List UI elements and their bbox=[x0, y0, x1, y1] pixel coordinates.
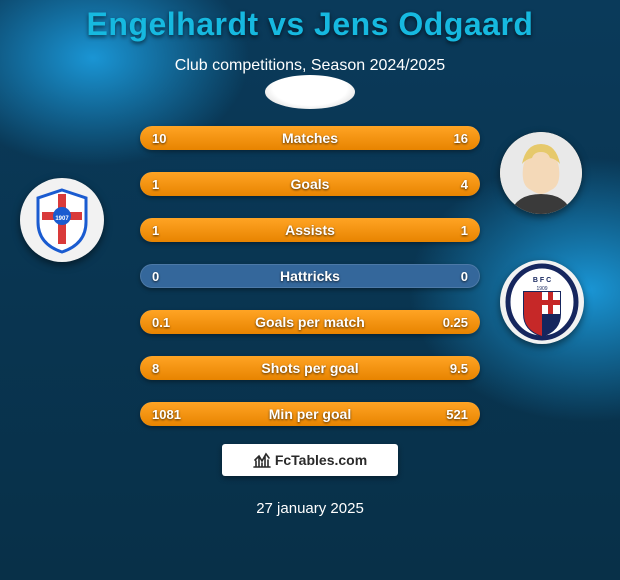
player-right-avatar bbox=[500, 132, 582, 214]
page-title: Engelhardt vs Jens Odgaard bbox=[87, 6, 534, 43]
stat-label: Goals bbox=[140, 172, 480, 196]
stats-chart: Matches1016Goals14Assists11Hattricks00Go… bbox=[140, 126, 480, 448]
stat-label: Min per goal bbox=[140, 402, 480, 426]
player-left-avatar bbox=[265, 75, 355, 109]
stat-label: Hattricks bbox=[140, 264, 480, 288]
stat-value-left: 1081 bbox=[152, 402, 181, 426]
stat-row: Shots per goal8 9.5 bbox=[140, 356, 480, 380]
player-right-club-badge: B F C 1909 bbox=[500, 260, 584, 344]
player-left-club-badge: 1907 bbox=[20, 178, 104, 262]
stat-label: Matches bbox=[140, 126, 480, 150]
stat-row: Goals1 4 bbox=[140, 172, 480, 196]
stat-value-right: 9.5 bbox=[450, 356, 468, 380]
subtitle: Club competitions, Season 2024/2025 bbox=[175, 57, 445, 75]
stat-value-left: 1 bbox=[152, 218, 159, 242]
stat-value-left: 1 bbox=[152, 172, 159, 196]
stat-value-right: 0 bbox=[461, 264, 468, 288]
stat-value-left: 0 bbox=[152, 264, 159, 288]
stat-value-left: 10 bbox=[152, 126, 166, 150]
stat-value-right: 4 bbox=[461, 172, 468, 196]
stat-label: Assists bbox=[140, 218, 480, 242]
svg-text:1907: 1907 bbox=[55, 216, 69, 222]
footer-date: 27 january 2025 bbox=[256, 500, 364, 517]
stat-row: Min per goal1081 521 bbox=[140, 402, 480, 426]
stat-value-right: 1 bbox=[461, 218, 468, 242]
footer-brand-text: FcTables.com bbox=[275, 452, 367, 468]
stat-value-right: 521 bbox=[446, 402, 468, 426]
stat-row: Hattricks0 0 bbox=[140, 264, 480, 288]
stat-value-right: 0.25 bbox=[443, 310, 468, 334]
stat-label: Shots per goal bbox=[140, 356, 480, 380]
stat-value-right: 16 bbox=[454, 126, 468, 150]
stat-row: Assists1 1 bbox=[140, 218, 480, 242]
chart-icon bbox=[253, 452, 271, 468]
stat-label: Goals per match bbox=[140, 310, 480, 334]
stat-row: Matches10 16 bbox=[140, 126, 480, 150]
svg-text:B F C: B F C bbox=[533, 277, 551, 284]
stat-value-left: 0.1 bbox=[152, 310, 170, 334]
stat-value-left: 8 bbox=[152, 356, 159, 380]
footer-brand: FcTables.com bbox=[222, 444, 398, 476]
stat-row: Goals per match0.1 0.25 bbox=[140, 310, 480, 334]
